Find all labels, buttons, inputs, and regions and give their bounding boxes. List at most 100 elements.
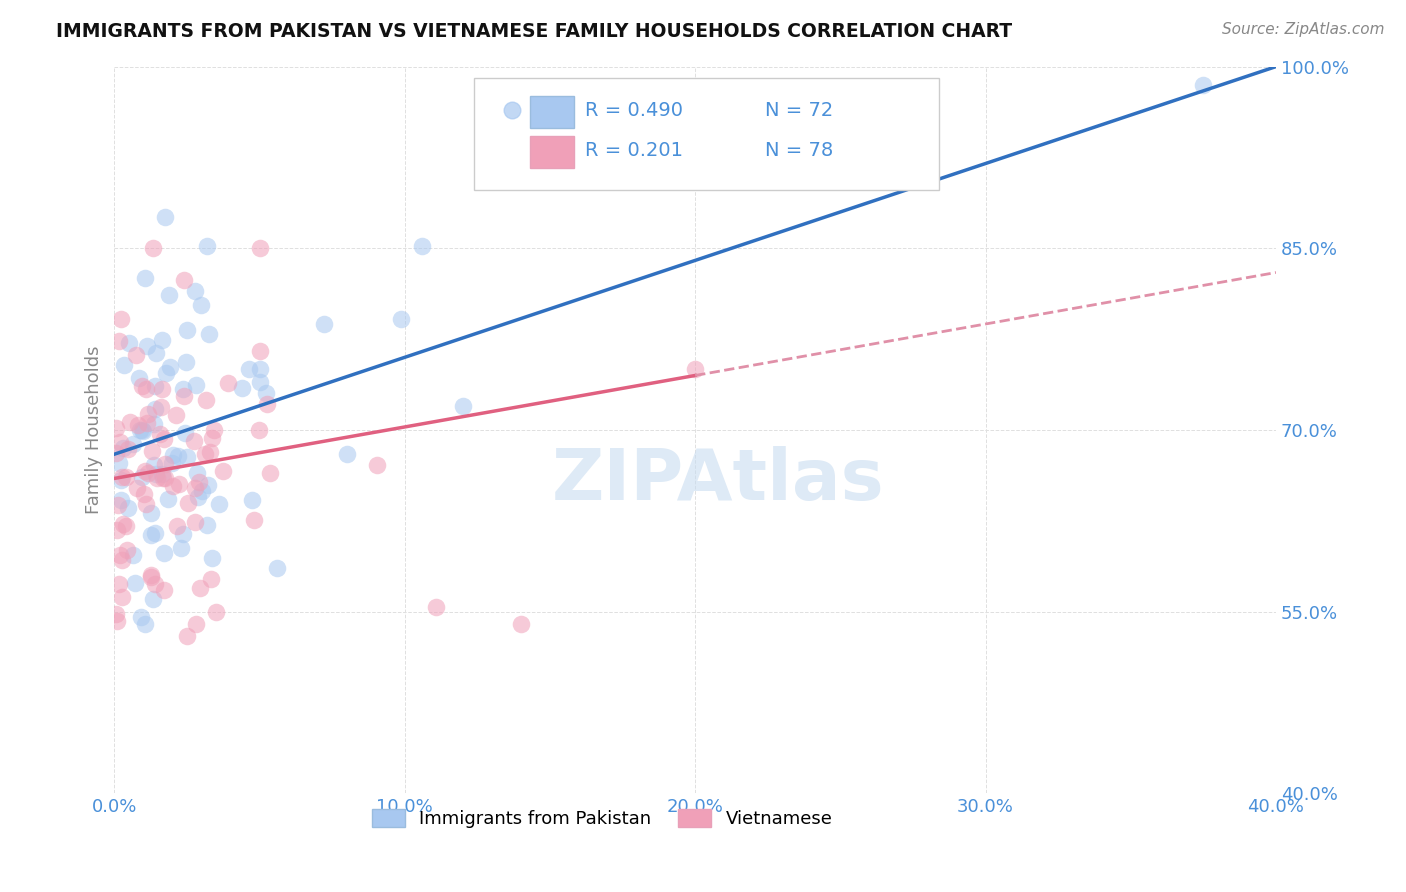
Point bbox=[243, 513, 266, 527]
Point bbox=[153, 457, 176, 471]
Point bbox=[683, 362, 706, 376]
Point bbox=[238, 362, 260, 376]
Point bbox=[125, 481, 148, 495]
Point bbox=[150, 333, 173, 347]
Point bbox=[143, 379, 166, 393]
Point bbox=[132, 424, 155, 438]
Text: N = 72: N = 72 bbox=[765, 101, 834, 120]
Point bbox=[177, 496, 200, 510]
Point bbox=[107, 498, 129, 512]
Point bbox=[131, 470, 153, 484]
Point bbox=[201, 550, 224, 565]
Point bbox=[111, 470, 134, 484]
Point bbox=[259, 467, 281, 481]
Point bbox=[336, 447, 359, 461]
Point bbox=[143, 525, 166, 540]
Point bbox=[135, 497, 157, 511]
Point bbox=[451, 399, 474, 413]
Point bbox=[143, 401, 166, 416]
Point bbox=[153, 583, 176, 598]
Point bbox=[249, 375, 271, 389]
Point bbox=[184, 515, 207, 529]
Point bbox=[197, 239, 219, 253]
Point bbox=[174, 425, 197, 440]
Point bbox=[510, 616, 533, 631]
Point bbox=[145, 467, 167, 482]
Point bbox=[217, 376, 239, 391]
Point bbox=[165, 408, 187, 422]
Point bbox=[131, 379, 153, 393]
Point bbox=[105, 446, 128, 460]
Point bbox=[111, 591, 134, 605]
Point bbox=[172, 527, 194, 541]
Point bbox=[153, 546, 176, 560]
Point bbox=[142, 458, 165, 472]
Point bbox=[249, 362, 271, 376]
Point bbox=[159, 360, 181, 375]
Point bbox=[1192, 78, 1215, 92]
Point bbox=[184, 616, 207, 631]
Point bbox=[212, 464, 235, 478]
Point bbox=[105, 421, 128, 435]
Point bbox=[141, 241, 163, 255]
Point bbox=[135, 416, 157, 430]
Point bbox=[186, 467, 208, 481]
Point bbox=[136, 408, 159, 422]
FancyBboxPatch shape bbox=[530, 136, 575, 169]
Point bbox=[145, 346, 167, 360]
Text: ZIPAtlas: ZIPAtlas bbox=[553, 446, 884, 516]
Point bbox=[131, 423, 153, 437]
Point bbox=[240, 493, 263, 508]
Point bbox=[127, 418, 149, 433]
Point bbox=[139, 528, 162, 542]
Point bbox=[187, 475, 209, 489]
Point bbox=[146, 471, 169, 485]
Point bbox=[129, 610, 152, 624]
Point bbox=[149, 426, 172, 441]
Point bbox=[108, 457, 131, 471]
Point bbox=[111, 553, 134, 567]
Point bbox=[122, 549, 145, 563]
Text: Source: ZipAtlas.com: Source: ZipAtlas.com bbox=[1222, 22, 1385, 37]
Point bbox=[108, 548, 131, 562]
Point bbox=[112, 516, 135, 531]
Point bbox=[389, 311, 412, 326]
Point bbox=[143, 577, 166, 591]
Point bbox=[143, 417, 166, 431]
Point bbox=[231, 381, 253, 395]
Point bbox=[115, 519, 138, 533]
Point bbox=[118, 335, 141, 350]
Point bbox=[184, 284, 207, 298]
Point bbox=[142, 592, 165, 607]
Point bbox=[132, 487, 155, 501]
Point bbox=[172, 382, 194, 396]
Point bbox=[134, 271, 156, 285]
Point bbox=[128, 424, 150, 438]
Point bbox=[122, 437, 145, 451]
Text: IMMIGRANTS FROM PAKISTAN VS VIETNAMESE FAMILY HOUSEHOLDS CORRELATION CHART: IMMIGRANTS FROM PAKISTAN VS VIETNAMESE F… bbox=[56, 22, 1012, 41]
Point bbox=[141, 444, 163, 458]
Point bbox=[105, 523, 128, 537]
Point bbox=[115, 470, 138, 484]
Point bbox=[155, 367, 177, 381]
Point bbox=[167, 449, 190, 463]
Point bbox=[153, 210, 176, 224]
Point bbox=[200, 572, 222, 586]
Point bbox=[205, 605, 228, 619]
Point bbox=[200, 445, 222, 459]
Point bbox=[176, 629, 198, 643]
Point bbox=[139, 568, 162, 582]
Point bbox=[117, 442, 139, 456]
Point bbox=[108, 434, 131, 449]
Point bbox=[174, 354, 197, 368]
Point bbox=[193, 447, 215, 461]
Point bbox=[195, 518, 218, 533]
Legend: Immigrants from Pakistan, Vietnamese: Immigrants from Pakistan, Vietnamese bbox=[366, 801, 839, 835]
Point bbox=[249, 343, 271, 358]
Point bbox=[125, 348, 148, 362]
Point bbox=[105, 615, 128, 629]
Point bbox=[162, 448, 184, 462]
Point bbox=[201, 432, 224, 446]
Point bbox=[104, 607, 127, 621]
Text: R = 0.201: R = 0.201 bbox=[585, 141, 683, 160]
